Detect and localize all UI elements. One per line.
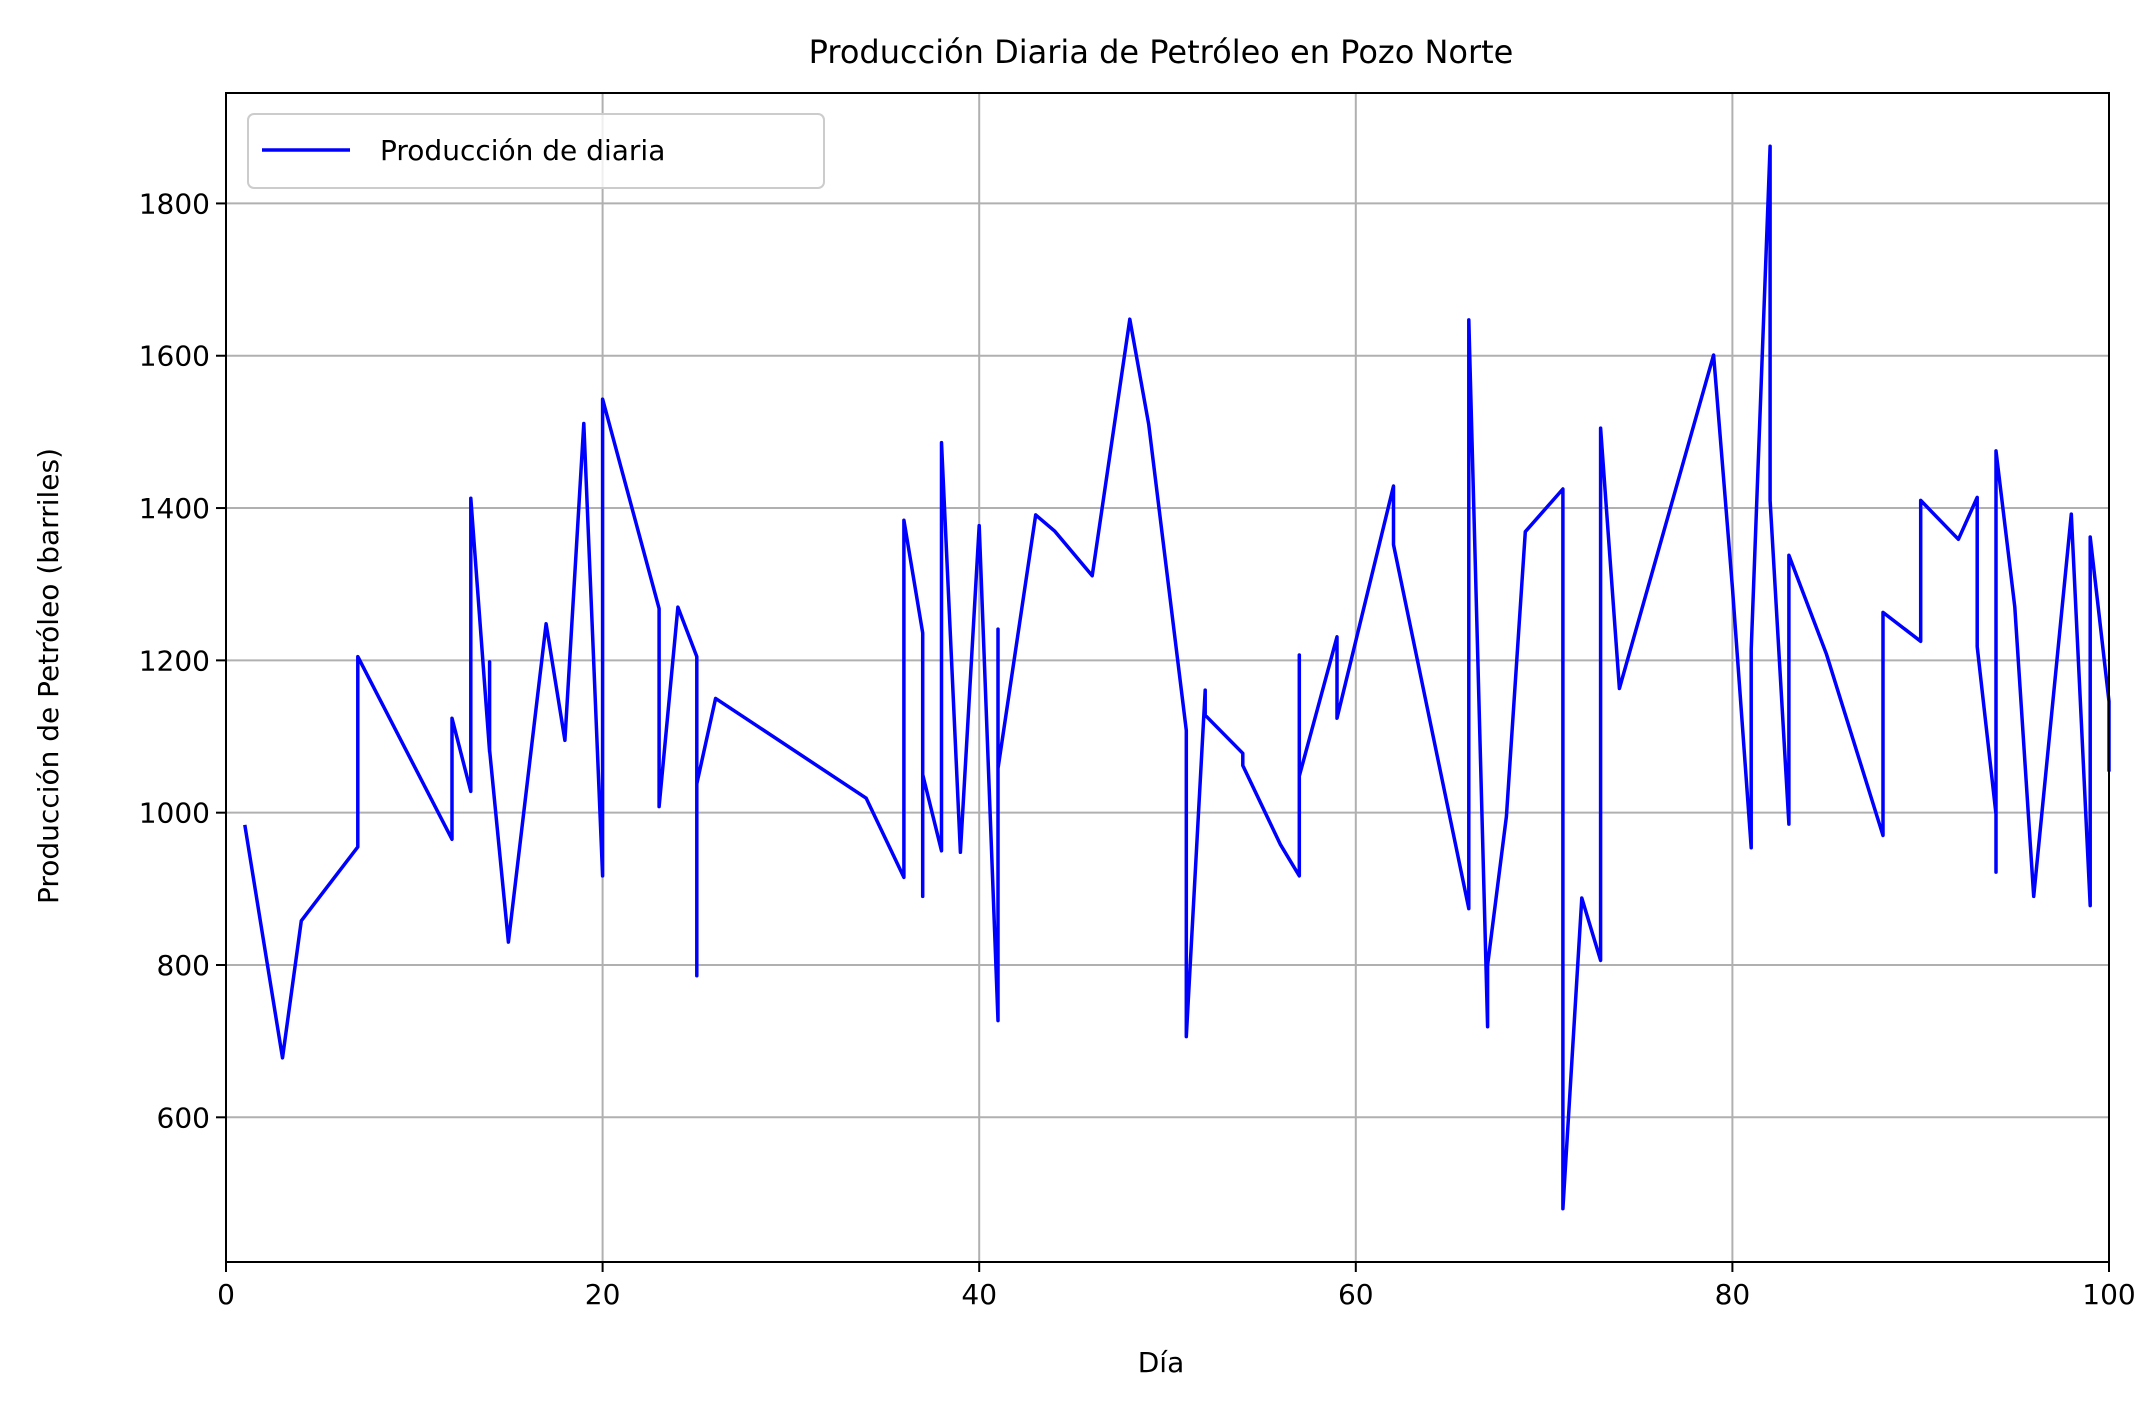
series-layer xyxy=(243,144,2111,1211)
y-tick-label: 1200 xyxy=(139,644,210,677)
y-axis-ticks: 600 800 1000 1200 1400 1600 1800 xyxy=(139,187,226,1134)
y-tick-label: 1000 xyxy=(139,797,210,830)
series-line xyxy=(243,144,2111,1211)
x-tick-label: 40 xyxy=(961,1278,997,1311)
y-tick-label: 1400 xyxy=(139,492,210,525)
legend-box xyxy=(247,113,825,189)
y-tick-label: 800 xyxy=(157,949,210,982)
x-axis-ticks: 0 20 40 60 80 100 xyxy=(217,1262,2136,1311)
x-tick-label: 0 xyxy=(217,1278,235,1311)
x-tick-label: 100 xyxy=(2082,1278,2135,1311)
y-tick-label: 1600 xyxy=(139,340,210,373)
legend-label: Producción de diaria xyxy=(380,134,665,167)
x-tick-label: 80 xyxy=(1715,1278,1751,1311)
chart-title: Producción Diaria de Petróleo en Pozo No… xyxy=(809,33,1514,71)
legend: Producción de diaria xyxy=(247,113,825,189)
y-tick-label: 1800 xyxy=(139,187,210,220)
x-tick-label: 60 xyxy=(1338,1278,1374,1311)
y-tick-label: 600 xyxy=(157,1101,210,1134)
y-axis-label: Producción de Petróleo (barriles) xyxy=(32,448,65,904)
plot-frame xyxy=(225,92,2110,1263)
x-tick-label: 20 xyxy=(585,1278,621,1311)
x-axis-label: Día xyxy=(1138,1346,1185,1379)
